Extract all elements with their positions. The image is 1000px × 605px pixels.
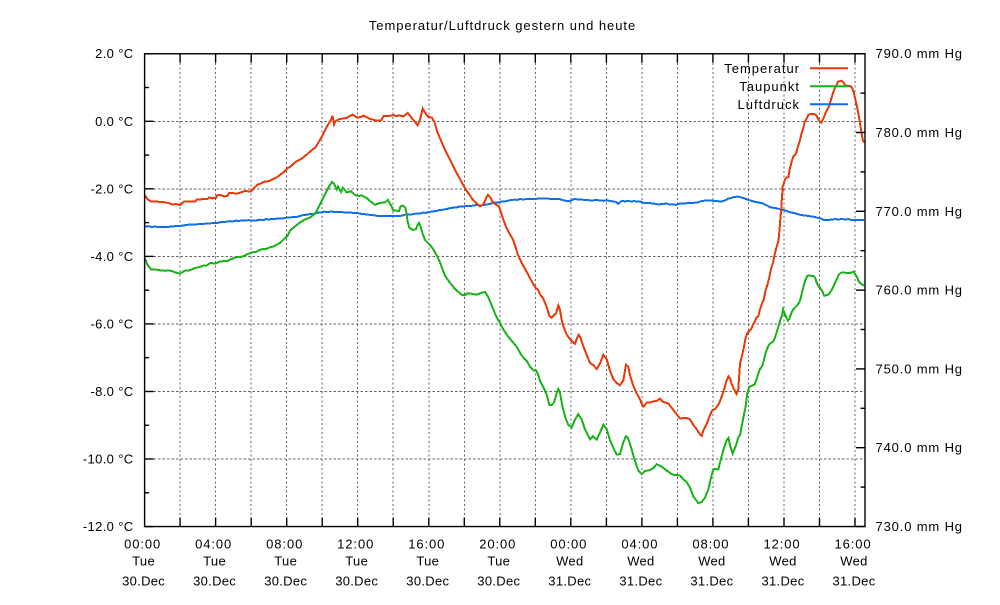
- svg-text:31.Dec: 31.Dec: [690, 574, 733, 589]
- svg-text:30.Dec: 30.Dec: [477, 574, 520, 589]
- svg-text:30.Dec: 30.Dec: [335, 574, 378, 589]
- svg-text:08:00: 08:00: [692, 536, 729, 551]
- svg-text:750.0 mm Hg: 750.0 mm Hg: [876, 361, 963, 376]
- svg-text:12:00: 12:00: [337, 536, 374, 551]
- svg-text:Tue: Tue: [416, 554, 439, 569]
- svg-text:2.0 °C: 2.0 °C: [95, 46, 133, 61]
- svg-text:30.Dec: 30.Dec: [193, 574, 236, 589]
- svg-text:Wed: Wed: [556, 554, 583, 569]
- svg-text:-8.0 °C: -8.0 °C: [90, 384, 133, 399]
- svg-text:Temperatur/Luftdruck gestern u: Temperatur/Luftdruck gestern und heute: [369, 18, 636, 33]
- svg-text:770.0 mm Hg: 770.0 mm Hg: [876, 204, 963, 219]
- svg-text:20:00: 20:00: [479, 536, 516, 551]
- svg-text:-2.0 °C: -2.0 °C: [90, 181, 133, 196]
- svg-text:Wed: Wed: [698, 554, 725, 569]
- svg-text:Temperatur: Temperatur: [724, 61, 800, 76]
- svg-text:0.0 °C: 0.0 °C: [95, 114, 133, 129]
- svg-text:730.0 mm Hg: 730.0 mm Hg: [876, 519, 963, 534]
- svg-text:Wed: Wed: [627, 554, 654, 569]
- svg-text:00:00: 00:00: [124, 536, 161, 551]
- svg-text:740.0 mm Hg: 740.0 mm Hg: [876, 440, 963, 455]
- svg-text:-10.0 °C: -10.0 °C: [83, 452, 134, 467]
- svg-text:Tue: Tue: [487, 554, 510, 569]
- svg-text:12:00: 12:00: [763, 536, 800, 551]
- svg-text:30.Dec: 30.Dec: [122, 574, 165, 589]
- svg-text:790.0 mm Hg: 790.0 mm Hg: [876, 46, 963, 61]
- svg-text:31.Dec: 31.Dec: [833, 574, 876, 589]
- svg-text:31.Dec: 31.Dec: [548, 574, 591, 589]
- svg-text:Tue: Tue: [345, 554, 368, 569]
- svg-text:16:00: 16:00: [408, 536, 445, 551]
- svg-text:Taupunkt: Taupunkt: [739, 79, 800, 94]
- svg-text:30.Dec: 30.Dec: [264, 574, 307, 589]
- svg-text:Tue: Tue: [203, 554, 226, 569]
- svg-text:04:00: 04:00: [621, 536, 658, 551]
- svg-text:-4.0 °C: -4.0 °C: [90, 249, 133, 264]
- svg-text:Tue: Tue: [274, 554, 297, 569]
- svg-text:Wed: Wed: [840, 554, 867, 569]
- svg-text:-12.0 °C: -12.0 °C: [83, 519, 134, 534]
- svg-text:Tue: Tue: [132, 554, 155, 569]
- svg-text:08:00: 08:00: [266, 536, 303, 551]
- svg-text:760.0 mm Hg: 760.0 mm Hg: [876, 283, 963, 298]
- svg-text:16:00: 16:00: [834, 536, 871, 551]
- svg-text:31.Dec: 31.Dec: [762, 574, 805, 589]
- svg-text:30.Dec: 30.Dec: [406, 574, 449, 589]
- svg-text:00:00: 00:00: [550, 536, 587, 551]
- svg-text:Wed: Wed: [769, 554, 796, 569]
- svg-text:-6.0 °C: -6.0 °C: [90, 316, 133, 331]
- svg-text:31.Dec: 31.Dec: [619, 574, 662, 589]
- svg-text:04:00: 04:00: [195, 536, 232, 551]
- svg-text:780.0 mm Hg: 780.0 mm Hg: [876, 125, 963, 140]
- svg-text:Luftdruck: Luftdruck: [738, 97, 800, 112]
